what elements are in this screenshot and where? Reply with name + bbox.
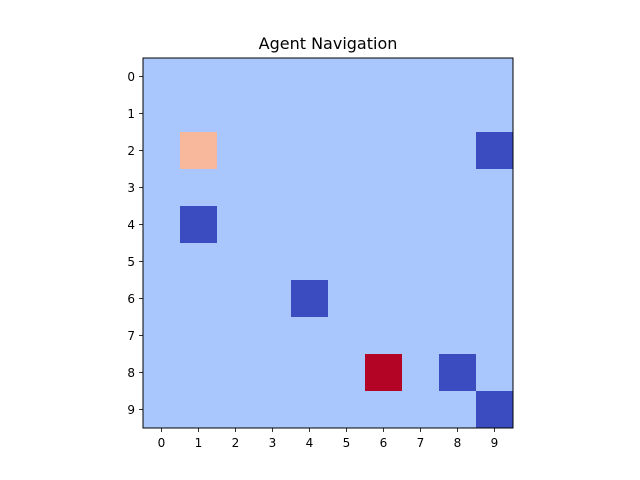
grid-cells [180,132,513,428]
y-tick-label: 3 [127,181,135,195]
obstacle-cell [439,354,476,391]
y-tick-label: 4 [127,218,135,232]
agent-cell [180,132,217,169]
y-axis: 0 1 2 3 4 5 6 7 8 9 [127,70,143,417]
x-tick-label: 2 [232,436,240,450]
plot-frame [142,57,514,429]
obstacle-cell [291,280,328,317]
x-tick-label: 9 [491,436,499,450]
chart-title: Agent Navigation [259,34,398,53]
x-tick-label: 3 [269,436,277,450]
x-tick-label: 0 [158,436,166,450]
y-tick-label: 7 [127,329,135,343]
y-tick-label: 5 [127,255,135,269]
x-tick-label: 5 [343,436,351,450]
x-tick-label: 8 [454,436,462,450]
y-tick-label: 8 [127,366,135,380]
x-axis: 0 1 2 3 4 5 6 7 8 9 [158,428,499,450]
x-tick-label: 4 [306,436,314,450]
x-tick-label: 6 [380,436,388,450]
x-tick-label: 7 [417,436,425,450]
x-tick-label: 1 [195,436,203,450]
y-tick-label: 6 [127,292,135,306]
goal-cell [365,354,402,391]
y-tick-label: 2 [127,144,135,158]
y-tick-label: 9 [127,403,135,417]
y-tick-label: 0 [127,70,135,84]
obstacle-cell [476,132,513,169]
obstacle-cell [180,206,217,243]
obstacle-cell [476,391,513,428]
y-tick-label: 1 [127,107,135,121]
